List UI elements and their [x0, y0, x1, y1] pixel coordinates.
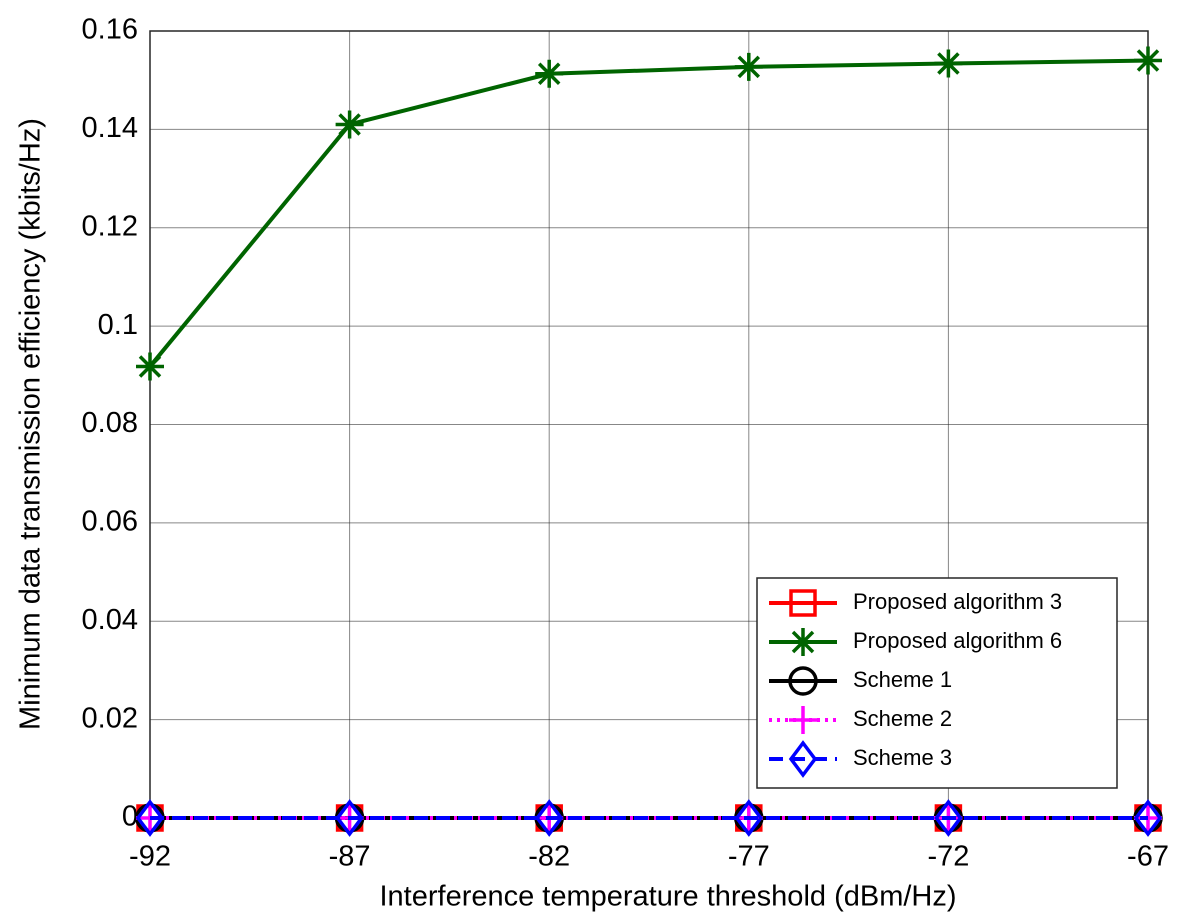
marker	[788, 740, 818, 778]
x-tick-label: -82	[528, 841, 570, 873]
legend-label: Scheme 3	[853, 745, 952, 770]
y-tick-label: 0.16	[82, 14, 138, 46]
x-tick-label: -87	[329, 841, 371, 873]
y-tick-label: 0.1	[98, 309, 138, 341]
marker	[535, 799, 564, 837]
marker	[135, 799, 165, 837]
marker	[535, 59, 564, 88]
y-tick-label: 0.14	[82, 112, 138, 144]
legend-label: Proposed algorithm 3	[853, 589, 1062, 614]
legend-label: Scheme 1	[853, 667, 952, 692]
marker	[734, 799, 763, 837]
marker	[136, 352, 164, 381]
series-line	[148, 58, 1149, 368]
marker	[335, 799, 364, 837]
marker	[734, 52, 763, 81]
marker	[934, 799, 963, 837]
legend-label: Scheme 2	[853, 706, 952, 731]
marker	[788, 666, 818, 696]
legend: Proposed algorithm 3 Proposed algorithm 6…	[756, 577, 1118, 789]
y-axis-label: Minimum data transmission efficiency (kb…	[15, 118, 47, 730]
marker	[789, 628, 817, 656]
y-tick-label: 0.06	[82, 506, 138, 538]
x-tick-label: -67	[1127, 841, 1169, 873]
marker	[934, 49, 963, 78]
y-tick-label: 0.04	[82, 604, 138, 636]
x-axis-label: Interference temperature threshold (dBm/…	[379, 881, 956, 913]
y-tick-label: 0.02	[82, 702, 138, 734]
y-tick-label: 0.08	[82, 407, 138, 439]
x-tick-label: -92	[129, 841, 171, 873]
marker	[789, 706, 817, 734]
y-tick-label: 0.12	[82, 210, 138, 242]
marker	[789, 589, 817, 617]
y-tick-label: 0	[122, 801, 138, 833]
x-tick-label: -77	[728, 841, 770, 873]
marker	[335, 110, 364, 139]
x-tick-label: -72	[927, 841, 969, 873]
marker	[1134, 46, 1162, 75]
legend-label: Proposed algorithm 6	[853, 628, 1062, 653]
marker	[1133, 799, 1163, 837]
